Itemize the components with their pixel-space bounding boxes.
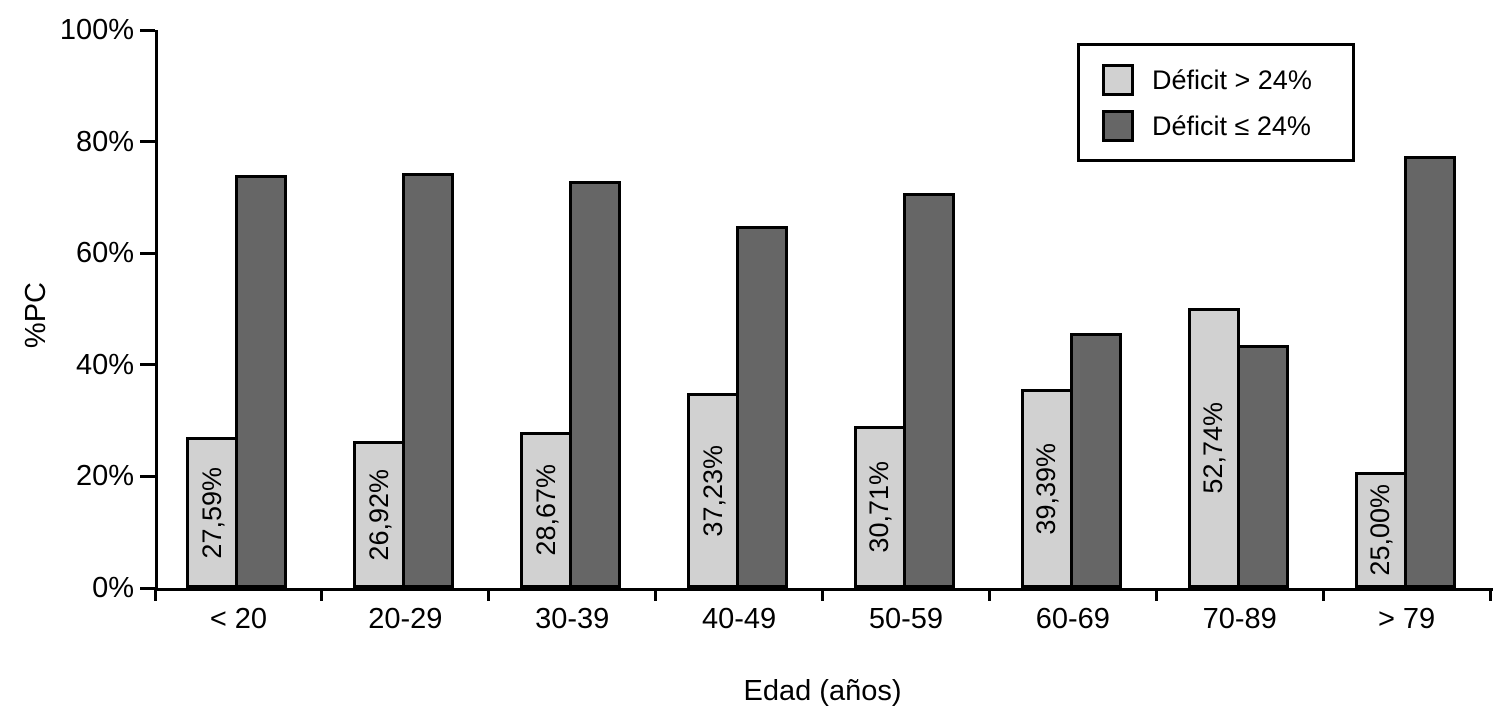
x-tick-label: 50-59: [868, 603, 944, 635]
bar-deficit-gt-24: 25,00%: [1354, 472, 1407, 588]
y-tick: [140, 586, 155, 590]
x-tick: [1488, 588, 1492, 601]
x-tick: [654, 588, 658, 601]
bar-label-wrapper: 25,00%: [1358, 475, 1404, 585]
bar-label-wrapper: 39,39%: [1024, 392, 1070, 585]
bar-deficit-gt-24: 52,74%: [1187, 308, 1240, 588]
bar-value-label: 27,59%: [196, 466, 227, 559]
legend-item-deficit-le-24: Déficit ≤ 24%: [1102, 109, 1352, 142]
bar-deficit-le-24: [1236, 345, 1289, 588]
x-tick-label: > 79: [1377, 603, 1436, 635]
y-tick: [140, 28, 155, 32]
y-tick: [140, 363, 155, 367]
x-tick-label: 60-69: [1035, 603, 1110, 635]
x-tick-label: < 20: [209, 603, 268, 635]
bar-deficit-le-24: [1069, 333, 1122, 588]
bar-value-label: 52,74%: [1198, 402, 1229, 494]
x-tick: [487, 588, 491, 601]
y-axis-title: %PC: [20, 282, 52, 349]
bar-deficit-gt-24: 28,67%: [520, 432, 573, 588]
y-tick-label: 0%: [92, 572, 134, 604]
legend-label: Déficit ≤ 24%: [1152, 110, 1311, 141]
bar-deficit-le-24: [902, 193, 955, 588]
x-axis-title: Edad (años): [743, 675, 902, 707]
bar-deficit-gt-24: 37,23%: [687, 393, 740, 588]
x-tick: [1154, 588, 1158, 601]
x-tick: [987, 588, 991, 601]
x-tick: [320, 588, 324, 601]
y-tick-label: 60%: [75, 237, 134, 270]
legend-item-deficit-gt-24: Déficit > 24%: [1102, 63, 1352, 96]
y-tick-label: 40%: [75, 348, 134, 381]
y-tick-label: 20%: [75, 460, 134, 493]
y-tick-label: 100%: [59, 14, 134, 46]
bar-value-label: 26,92%: [363, 468, 394, 561]
bar-deficit-le-24: [569, 181, 622, 588]
x-tick-label: 40-49: [701, 603, 777, 635]
x-tick-label: 70-89: [1202, 603, 1277, 635]
y-tick: [140, 251, 155, 255]
bar-value-label: 39,39%: [1031, 442, 1062, 535]
bar-label-wrapper: 37,23%: [690, 396, 736, 585]
plot-area: [155, 30, 1493, 591]
bar-label-wrapper: 30,71%: [857, 429, 903, 585]
x-tick-label: 20-29: [368, 603, 443, 635]
x-tick-label: 30-39: [535, 603, 610, 635]
legend-swatch-light-icon: [1102, 63, 1134, 96]
x-tick: [153, 588, 157, 601]
bar-label-wrapper: 27,59%: [189, 440, 235, 585]
bar-value-label: 37,23%: [697, 444, 728, 537]
bar-deficit-le-24: [402, 173, 455, 588]
bar-deficit-le-24: [1403, 156, 1456, 588]
bar-value-label: 28,67%: [530, 464, 561, 556]
bar-value-label: 30,71%: [864, 461, 895, 553]
bar-deficit-gt-24: 39,39%: [1020, 389, 1073, 588]
bar-deficit-le-24: [736, 226, 789, 588]
bar-deficit-gt-24: 27,59%: [186, 437, 239, 588]
y-tick: [140, 140, 155, 144]
x-tick: [1321, 588, 1325, 601]
bar-deficit-le-24: [235, 175, 288, 588]
legend-swatch-dark-icon: [1102, 109, 1134, 142]
bar-label-wrapper: 52,74%: [1191, 311, 1237, 585]
x-tick: [821, 588, 824, 601]
bar-deficit-gt-24: 26,92%: [353, 441, 406, 588]
y-tick-label: 80%: [75, 125, 134, 158]
legend-label: Déficit > 24%: [1152, 64, 1312, 95]
y-tick: [140, 474, 155, 478]
bar-value-label: 25,00%: [1365, 484, 1396, 576]
bar-label-wrapper: 28,67%: [523, 435, 569, 585]
legend: Déficit > 24% Déficit ≤ 24%: [1077, 43, 1355, 162]
bar-deficit-gt-24: 30,71%: [853, 426, 906, 588]
bar-label-wrapper: 26,92%: [356, 444, 402, 585]
